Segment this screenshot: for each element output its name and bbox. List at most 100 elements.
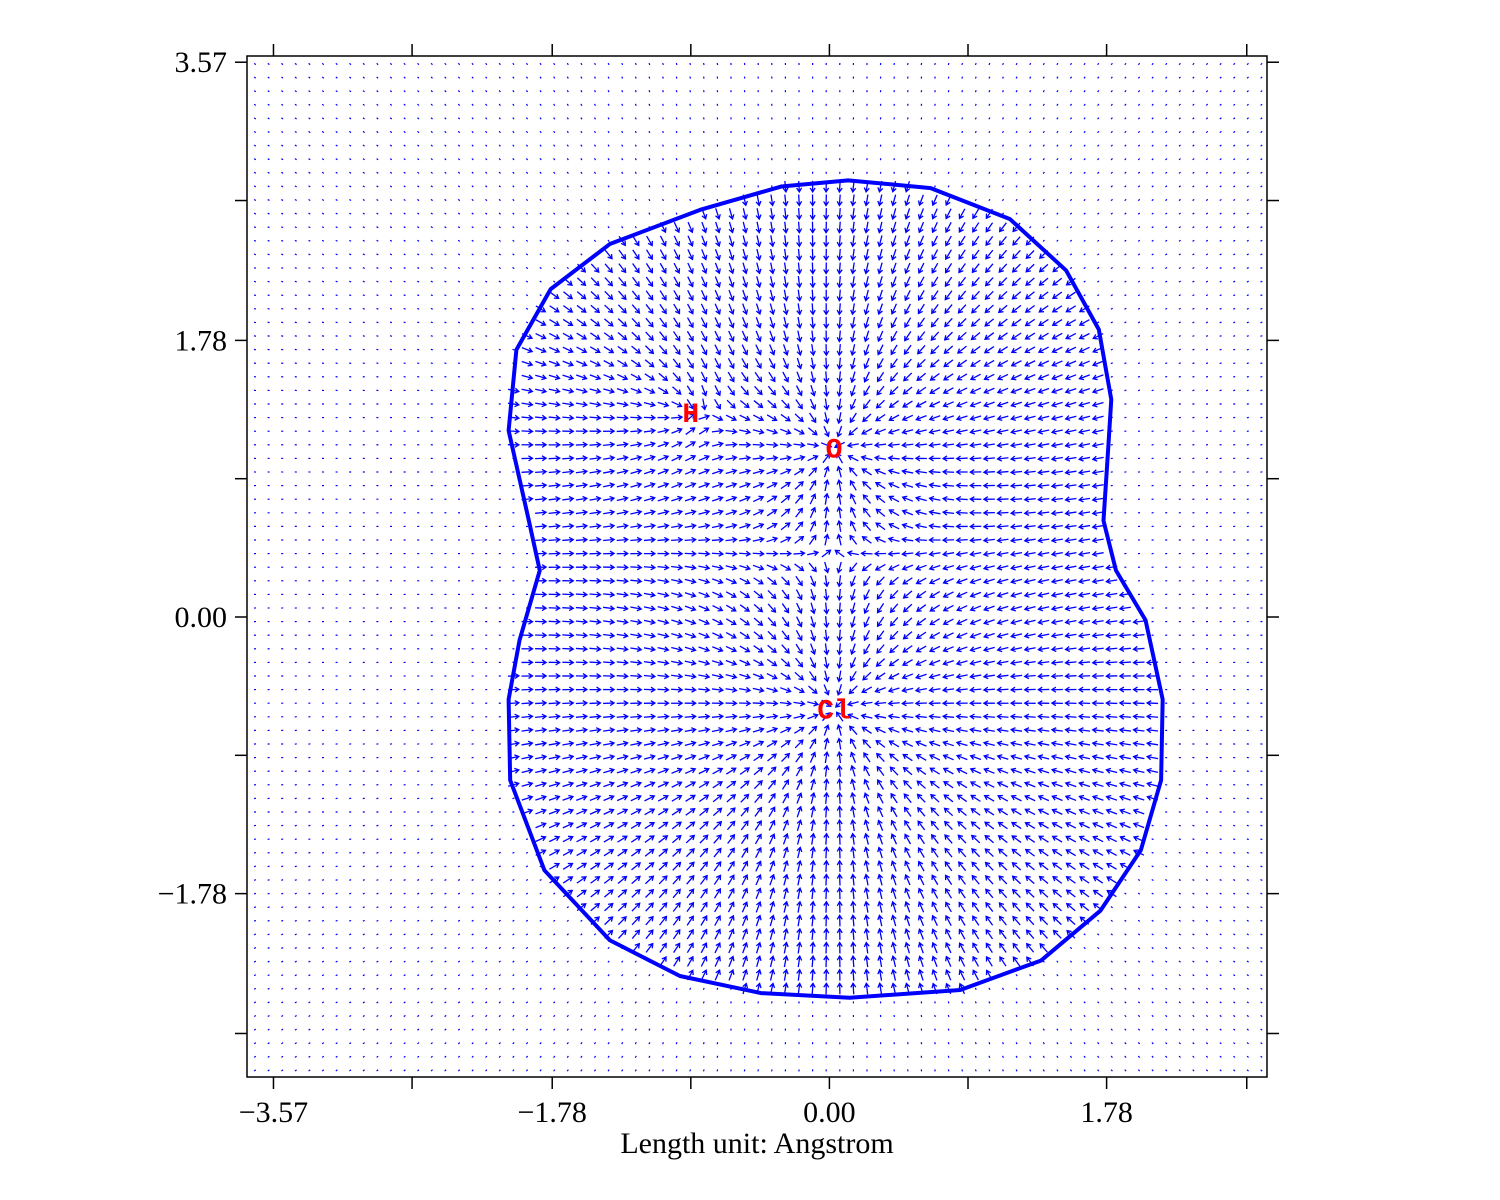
field-arrow <box>643 414 657 421</box>
field-arrow <box>646 235 653 247</box>
field-arrow <box>1037 509 1050 517</box>
field-dot <box>1192 892 1195 895</box>
field-dot <box>485 198 488 202</box>
field-arrow <box>1077 659 1091 666</box>
field-arrow <box>630 387 643 394</box>
field-arrow <box>836 764 843 777</box>
field-dot <box>1083 266 1086 270</box>
field-arrow <box>823 859 830 872</box>
field-arrow <box>752 455 765 462</box>
field-arrow <box>971 276 980 287</box>
field-dot <box>253 906 257 909</box>
field-arrow <box>931 276 939 288</box>
field-arrow <box>725 767 737 775</box>
field-arrow <box>713 398 721 410</box>
field-dot <box>389 226 393 229</box>
field-dot <box>1246 307 1249 310</box>
field-arrow <box>848 427 858 436</box>
field-arrow <box>603 659 616 666</box>
field-dot <box>1083 946 1086 950</box>
field-arrow <box>796 886 803 900</box>
field-dot <box>267 103 270 106</box>
field-arrow <box>617 902 628 912</box>
field-dot <box>1233 90 1236 93</box>
field-arrow <box>739 617 751 626</box>
field-arrow <box>863 873 870 886</box>
field-arrow <box>955 564 968 571</box>
field-dot <box>335 62 338 66</box>
field-arrow <box>969 646 982 653</box>
field-arrow <box>740 371 749 383</box>
field-arrow <box>942 646 954 653</box>
field-arrow <box>1078 332 1090 340</box>
field-dot <box>403 838 406 841</box>
field-dot <box>498 824 501 827</box>
field-dot <box>430 130 433 134</box>
field-arrow <box>755 208 762 221</box>
field-arrow <box>768 792 776 804</box>
field-dot <box>457 811 461 813</box>
field-dot <box>553 946 556 950</box>
field-arrow <box>780 413 791 422</box>
field-arrow <box>821 699 832 708</box>
field-arrow <box>943 807 954 817</box>
field-arrow <box>548 468 561 475</box>
field-arrow <box>931 194 938 207</box>
field-arrow <box>535 645 548 652</box>
field-arrow <box>1051 291 1063 300</box>
field-arrow <box>984 861 994 871</box>
field-dot <box>498 294 501 297</box>
field-dot <box>1029 212 1032 215</box>
field-arrow <box>890 221 897 234</box>
field-arrow <box>1010 781 1022 788</box>
field-dot <box>417 348 420 351</box>
field-dot <box>430 90 433 93</box>
field-dot <box>471 879 474 881</box>
field-arrow <box>1051 387 1063 394</box>
field-dot <box>580 171 583 174</box>
field-arrow <box>631 929 641 939</box>
field-arrow <box>942 632 954 639</box>
field-dot <box>1069 946 1073 950</box>
field-arrow <box>850 805 857 818</box>
field-dot <box>457 824 461 827</box>
field-arrow <box>850 954 857 968</box>
field-arrow <box>781 399 791 409</box>
field-dot <box>1260 90 1263 93</box>
field-arrow <box>1023 496 1036 503</box>
field-arrow <box>700 317 708 329</box>
field-arrow <box>889 644 899 654</box>
field-arrow <box>1118 713 1131 720</box>
field-arrow <box>1010 740 1023 747</box>
field-arrow <box>645 317 654 328</box>
field-arrow <box>739 590 751 599</box>
field-dot <box>566 266 569 270</box>
field-arrow <box>562 346 574 354</box>
field-arrow <box>684 495 697 502</box>
field-arrow <box>698 509 711 516</box>
field-arrow <box>836 492 843 505</box>
field-arrow <box>752 482 765 489</box>
field-arrow <box>904 331 912 342</box>
field-dot <box>281 933 284 936</box>
field-arrow <box>1052 889 1063 898</box>
field-arrow <box>850 289 857 302</box>
field-arrow <box>929 780 940 789</box>
field-arrow <box>1009 659 1023 666</box>
field-dot <box>1165 212 1168 215</box>
field-dot <box>444 797 447 800</box>
field-dot <box>321 76 325 79</box>
field-dot <box>267 212 270 215</box>
field-dot <box>1192 76 1195 79</box>
field-dot <box>294 947 297 949</box>
field-dot <box>444 239 447 242</box>
field-dot <box>498 76 501 79</box>
field-dot <box>1042 144 1045 147</box>
field-arrow <box>1105 618 1118 625</box>
field-arrow <box>700 344 708 356</box>
field-arrow <box>956 618 968 626</box>
field-arrow <box>823 643 830 656</box>
field-arrow <box>768 358 776 370</box>
field-arrow <box>535 727 548 734</box>
field-dot <box>1137 226 1141 229</box>
